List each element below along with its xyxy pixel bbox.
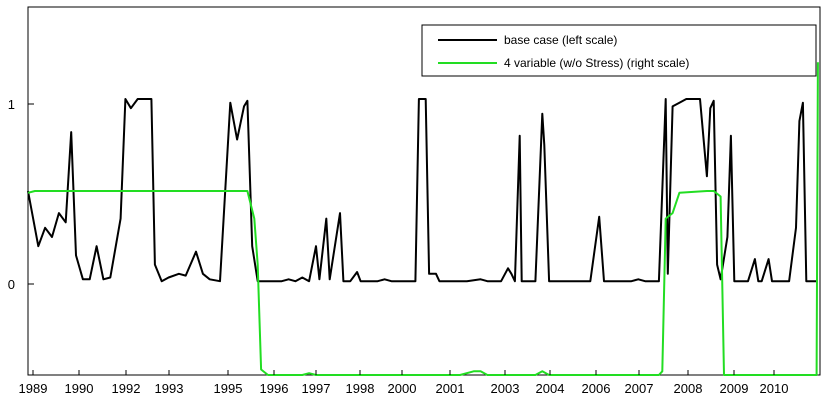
x-tick-label-1995: 1995 [214,381,243,396]
x-tick-label-2009: 2009 [720,381,749,396]
series-line-4-variable [27,62,819,376]
x-axis: 1989 1990 1992 1993 1995 1996 1997 1998 2000 2001… [19,370,789,396]
x-tick-label-1998: 1998 [346,381,375,396]
x-tick-label-2006: 2006 [582,381,611,396]
y-axis: 1 0 [8,97,34,292]
x-tick-label-2000: 2000 [388,381,417,396]
x-tick-label-2007: 2007 [625,381,654,396]
x-tick-label-2001: 2001 [436,381,465,396]
y-tick-label-0: 0 [8,277,15,292]
series-line-base-case [27,98,817,283]
x-tick-label-1989: 1989 [19,381,48,396]
legend-label-base: base case (left scale) [504,33,617,47]
y-tick-label-1: 1 [8,97,15,112]
x-tick-label-1992: 1992 [112,381,141,396]
legend: base case (left scale) 4 variable (w/o S… [421,24,817,77]
x-tick-label-1996: 1996 [260,381,289,396]
x-tick-label-2008: 2008 [674,381,703,396]
legend-label-4var: 4 variable (w/o Stress) (right scale) [504,56,689,70]
x-tick-label-1997: 1997 [302,381,331,396]
x-tick-label-2010: 2010 [760,381,789,396]
x-tick-label-1993: 1993 [155,381,184,396]
x-tick-label-2003: 2003 [491,381,520,396]
x-tick-label-2004: 2004 [536,381,565,396]
legend-box [421,24,817,77]
series-layer [27,62,819,376]
x-tick-label-1990: 1990 [65,381,94,396]
